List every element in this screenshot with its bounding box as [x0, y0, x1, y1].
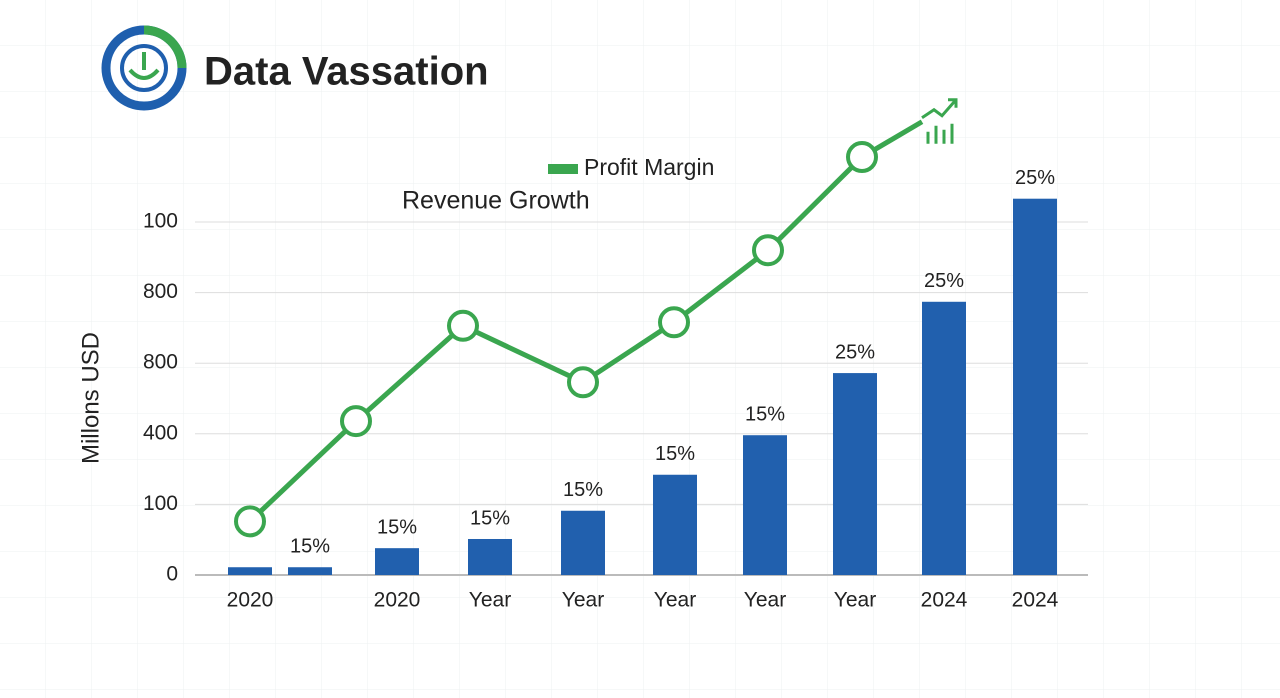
- y-tick-label: 400: [143, 421, 178, 444]
- value-label: 15%: [563, 479, 603, 501]
- line-point: [340, 405, 372, 438]
- x-tick-label: 2020: [227, 589, 274, 612]
- line: [248, 119, 924, 524]
- y-tick-label: 800: [143, 280, 178, 303]
- value-label: 25%: [924, 270, 964, 292]
- bar: [375, 548, 419, 575]
- bar: [743, 435, 787, 575]
- value-label: 15%: [745, 403, 785, 425]
- x-tick-label: Year: [562, 589, 604, 612]
- line-point: [658, 306, 690, 339]
- x-tick-label: Year: [834, 589, 876, 612]
- legend-label: Profit Margin: [584, 154, 714, 180]
- value-label: 15%: [377, 516, 417, 538]
- value-label: 15%: [290, 536, 330, 558]
- bar: [922, 301, 966, 575]
- bar: [228, 567, 272, 575]
- y-tick-label: 100: [143, 210, 178, 233]
- trend-icon: [921, 98, 958, 144]
- bar: [561, 510, 605, 575]
- bar: [653, 474, 697, 575]
- line-point: [567, 366, 599, 399]
- y-tick-label: 0: [166, 563, 178, 586]
- chart-subtitle: Revenue Growth: [402, 187, 590, 215]
- line-point: [447, 309, 479, 342]
- x-tick-label: Year: [469, 589, 511, 612]
- bar: [833, 373, 877, 575]
- value-label: 25%: [835, 341, 875, 363]
- y-axis-label: Millons USD: [77, 332, 104, 464]
- x-tick-label: Year: [654, 589, 696, 612]
- brand-title: Data Vassation: [204, 50, 489, 94]
- line-point: [846, 141, 878, 174]
- logo: [101, 25, 187, 111]
- legend-swatch: [548, 164, 578, 174]
- x-tick-label: Year: [744, 589, 786, 612]
- x-tick-label: 2024: [921, 589, 968, 612]
- bar: [468, 538, 512, 575]
- bar: [288, 567, 332, 575]
- line-point: [234, 505, 266, 538]
- y-tick-label: 100: [143, 492, 178, 515]
- y-tick-label: 800: [143, 351, 178, 374]
- value-label: 15%: [655, 443, 695, 465]
- value-label: 25%: [1015, 167, 1055, 189]
- line-point: [752, 234, 784, 267]
- bar: [1013, 198, 1057, 575]
- x-tick-label: 2024: [1012, 589, 1059, 612]
- value-label: 15%: [470, 507, 510, 529]
- x-tick-label: 2020: [374, 589, 421, 612]
